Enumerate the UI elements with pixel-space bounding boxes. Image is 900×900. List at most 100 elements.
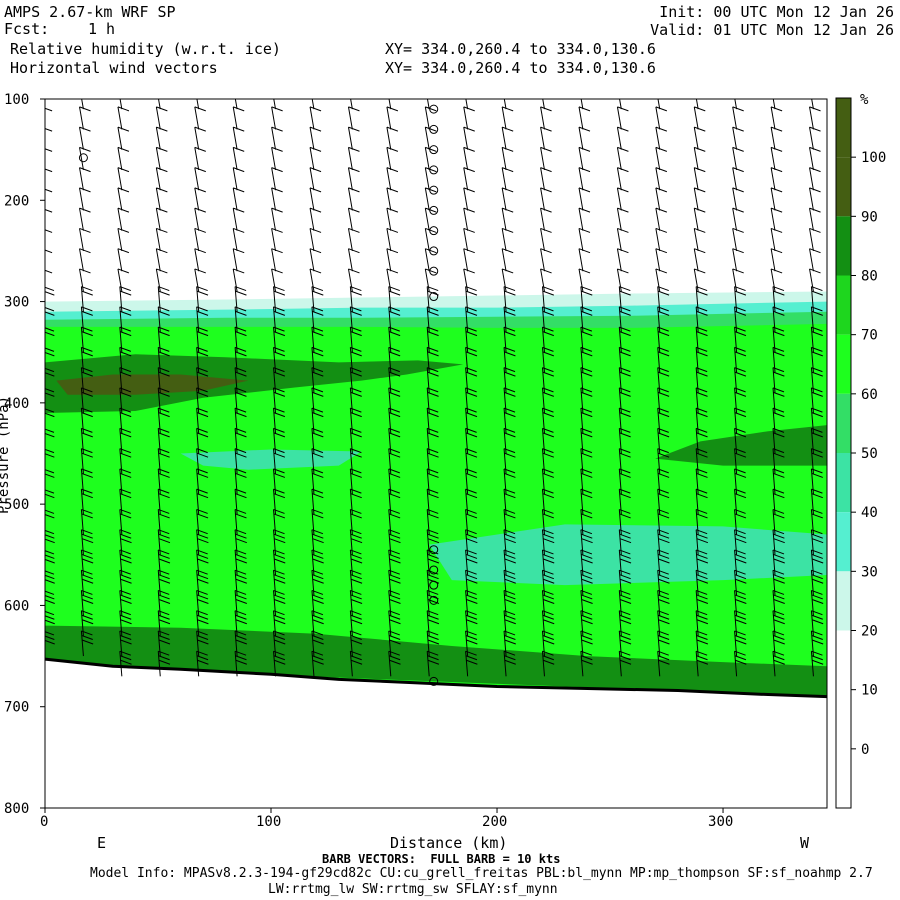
wind-barb-flag	[811, 533, 823, 539]
wind-barb-shaft	[45, 106, 46, 110]
wind-barb-flag	[233, 126, 245, 132]
wind-barb-flag	[273, 407, 285, 413]
wind-barb-shaft	[657, 651, 661, 677]
wind-barb-flag	[388, 468, 400, 474]
wind-barb-flag	[773, 533, 785, 539]
wind-barb-flag	[235, 351, 247, 357]
wind-barb-shaft	[273, 651, 277, 677]
wind-barb-shaft	[540, 268, 545, 292]
wind-barb-flag	[811, 610, 823, 616]
wind-barb-flag	[273, 589, 285, 595]
calm-wind-circle	[429, 676, 439, 686]
wind-barb-flag	[271, 227, 283, 233]
wind-barb-flag	[811, 553, 823, 559]
wind-barb-flag	[234, 407, 247, 413]
wind-barb-flag	[735, 639, 747, 645]
wind-barb-shaft	[273, 99, 277, 110]
wind-barb-flag	[657, 432, 670, 438]
wind-barb-flag	[504, 533, 516, 539]
wind-barb-flag	[389, 558, 401, 564]
wind-barb-flag	[504, 538, 516, 544]
wind-barb-flag	[196, 472, 209, 478]
wind-barb-flag	[501, 207, 514, 213]
wind-barb-flag	[233, 248, 245, 254]
wind-barb-flag	[773, 574, 785, 580]
wind-barb-flag	[540, 248, 552, 254]
wind-barb-shaft	[234, 99, 238, 110]
wind-barb-flag	[770, 207, 783, 213]
wind-barb-flag	[158, 553, 170, 559]
wind-barb-flag	[273, 290, 286, 296]
calm-wind-circle	[429, 292, 439, 302]
y-tick-label: 300	[4, 295, 29, 311]
wind-barb-flag	[619, 655, 631, 661]
wind-barb-flag	[657, 655, 670, 661]
wind-barb-flag	[504, 659, 516, 665]
wind-barb-flag	[81, 508, 93, 514]
wind-barb-flag	[273, 286, 285, 292]
wind-barb-flag	[542, 493, 555, 499]
wind-barb-flag	[542, 306, 554, 312]
wind-barb-shaft	[271, 187, 277, 211]
wind-barb-flag	[312, 635, 324, 640]
rh-patch-4	[429, 524, 827, 586]
wind-barb-flag	[503, 367, 516, 373]
wind-barb-flag	[655, 167, 668, 173]
wind-barb-flag	[427, 407, 439, 413]
wind-barb-flag	[273, 432, 286, 438]
wind-barb-flag	[156, 146, 168, 152]
wind-barb-flag	[196, 286, 208, 292]
wind-barb-flag	[117, 106, 130, 112]
wind-barb-flag	[350, 599, 363, 604]
wind-barb-shaft	[616, 127, 622, 150]
wind-barb-flag	[120, 391, 132, 397]
wind-barb-flag	[427, 371, 439, 377]
wind-barb-flag	[235, 533, 247, 539]
wind-barb-flag	[811, 306, 823, 312]
wind-barb-flag	[45, 619, 55, 625]
wind-barb-flag	[734, 290, 747, 296]
wind-barb-flag	[235, 594, 247, 600]
wind-barb-flag	[235, 619, 247, 625]
wind-barb-flag	[156, 248, 168, 254]
x-end-label-east: E	[97, 834, 107, 852]
wind-barb-flag	[811, 549, 823, 555]
wind-barb-shaft	[271, 167, 277, 191]
wind-barb-flag	[619, 553, 631, 559]
wind-barb-shaft	[503, 99, 507, 110]
wind-barb-flag	[696, 351, 708, 357]
wind-barb-shaft	[655, 167, 661, 191]
wind-barb-flag	[465, 371, 478, 377]
y-tick-label: 100	[4, 92, 29, 108]
wind-barb-flag	[234, 306, 247, 312]
wind-barb-flag	[194, 146, 206, 152]
wind-barb-flag	[581, 553, 593, 559]
wind-barb-flag	[158, 549, 170, 555]
wind-barb-flag	[619, 574, 631, 580]
wind-barb-flag	[388, 553, 401, 559]
wind-barb-flag	[81, 639, 94, 645]
wind-barb-flag	[158, 538, 171, 544]
wind-barb-shaft	[503, 651, 507, 677]
wind-barb-flag	[734, 553, 747, 559]
wind-barb-flag	[81, 468, 93, 474]
wind-barb-flag	[350, 533, 362, 539]
wind-barb-flag	[658, 538, 670, 544]
wind-barb-flag	[617, 106, 629, 112]
wind-barb-flag	[81, 371, 93, 377]
wind-barb-flag	[350, 630, 362, 636]
wind-barb-flag	[158, 589, 170, 595]
wind-barb-flag	[465, 407, 477, 413]
wind-barb-flag	[501, 187, 514, 193]
wind-barb-flag	[427, 493, 439, 499]
wind-barb-shaft	[463, 106, 469, 130]
wind-barb-shaft	[501, 268, 507, 292]
wind-barb-flag	[657, 513, 670, 519]
wind-barb-flag	[350, 589, 362, 595]
wind-barb-flag	[158, 614, 170, 620]
model-info: Model Info: MPASv8.2.3-194-gf29cd82c CU:…	[90, 866, 873, 881]
wind-barb-flag	[273, 610, 285, 616]
valid-time: Valid: 01 UTC Mon 12 Jan 26	[650, 21, 894, 39]
wind-barb-flag	[465, 286, 477, 292]
wind-barb-flag	[619, 391, 631, 397]
